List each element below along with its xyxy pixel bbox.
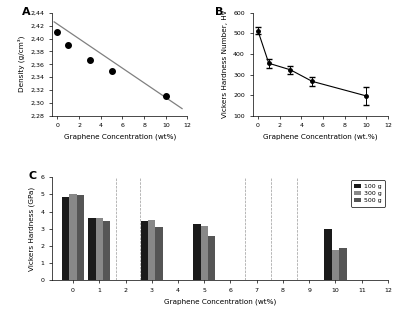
Bar	[148, 220, 156, 280]
Bar	[96, 218, 103, 280]
Bar	[200, 226, 208, 280]
Point	[87, 57, 93, 62]
X-axis label: Graphene Concentration (wt%): Graphene Concentration (wt%)	[64, 134, 176, 140]
Bar	[103, 221, 110, 280]
Bar	[193, 224, 200, 280]
Bar	[339, 249, 346, 280]
Point	[108, 68, 115, 73]
Bar	[324, 229, 332, 280]
Y-axis label: Vickers Hardness (GPa): Vickers Hardness (GPa)	[28, 187, 35, 271]
Text: C: C	[28, 171, 37, 181]
Y-axis label: Vickers Hardness Number, Hv: Vickers Hardness Number, Hv	[222, 10, 228, 118]
Bar	[156, 227, 163, 280]
Bar	[332, 250, 339, 280]
Bar	[88, 218, 96, 280]
Point	[54, 30, 61, 35]
Text: B: B	[214, 7, 223, 17]
Bar	[141, 221, 148, 280]
X-axis label: Graphene Concentration (wt%): Graphene Concentration (wt%)	[164, 298, 276, 305]
X-axis label: Graphene Concentration (wt.%): Graphene Concentration (wt.%)	[263, 134, 378, 140]
Text: A: A	[22, 7, 31, 17]
Bar	[77, 195, 84, 280]
Y-axis label: Density (g/cm³): Density (g/cm³)	[17, 36, 25, 92]
Bar	[208, 236, 215, 280]
Point	[65, 43, 72, 48]
Point	[163, 94, 169, 99]
Legend: 100 g, 300 g, 500 g: 100 g, 300 g, 500 g	[351, 180, 385, 207]
Bar	[62, 197, 69, 280]
Bar	[69, 194, 77, 280]
